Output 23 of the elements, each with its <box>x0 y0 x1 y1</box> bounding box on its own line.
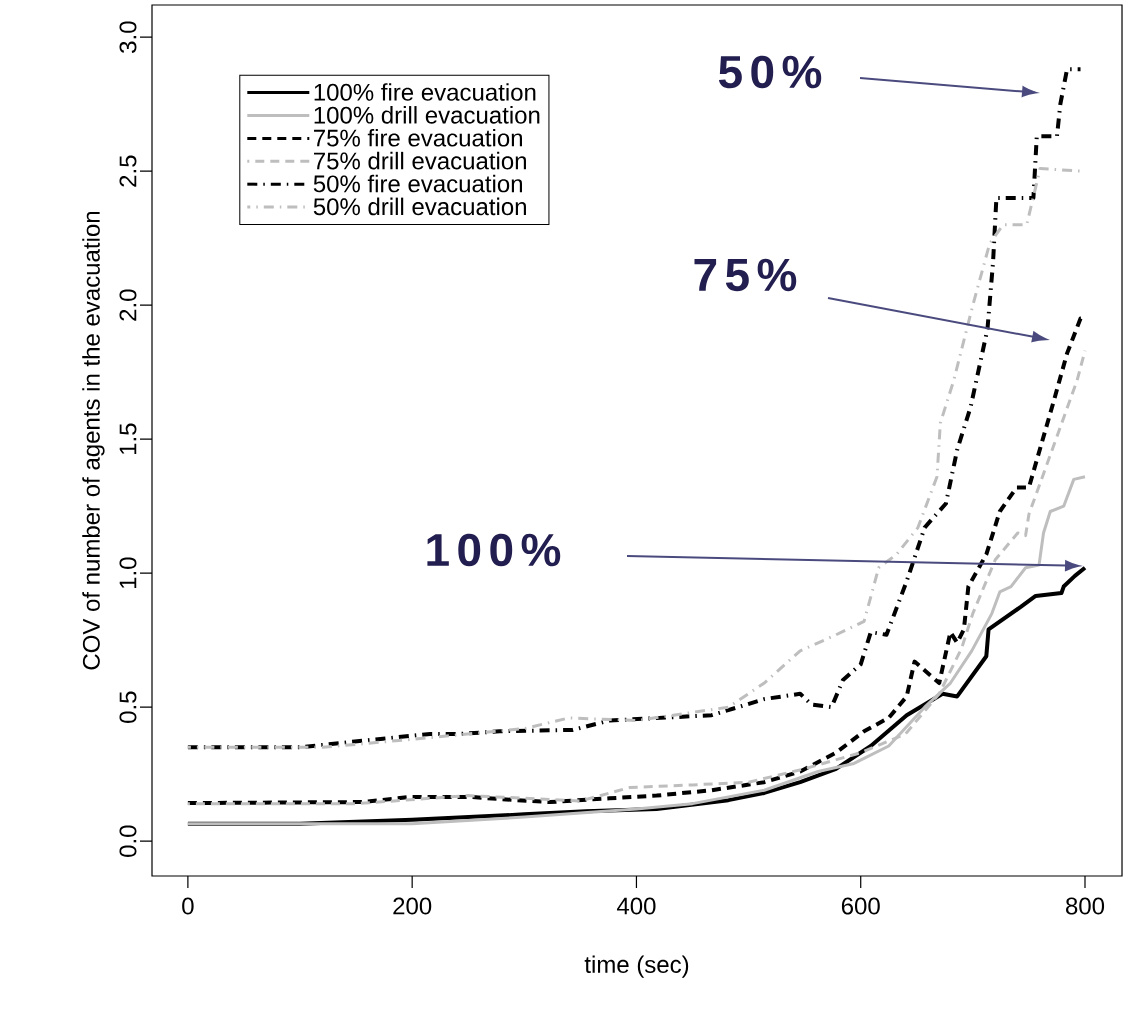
x-tick-label: 400 <box>616 897 656 915</box>
y-tick-label: 0.0 <box>119 825 137 857</box>
y-tick-label: 2.5 <box>119 155 137 187</box>
annotation: 50% <box>718 55 822 89</box>
annotation: 100% <box>427 533 561 567</box>
y-tick-label: 0.5 <box>119 691 137 723</box>
x-tick-label: 800 <box>1066 897 1105 915</box>
legend-label: 50% drill evacuation <box>313 197 526 216</box>
annotation: 75% <box>694 258 797 292</box>
legend-label: 100% fire evacuation <box>314 83 536 101</box>
y-tick-label: 2.0 <box>119 289 137 321</box>
y-tick-label: 1.5 <box>119 423 137 454</box>
x-axis-title: time (sec) <box>584 955 689 978</box>
x-tick-label: 200 <box>393 897 432 915</box>
legend-label: 75% drill evacuation <box>314 151 526 170</box>
x-tick-label: 0 <box>182 897 194 915</box>
x-tick-label: 600 <box>841 897 880 915</box>
legend-label: 100% drill evacuation <box>314 106 540 124</box>
y-tick-label: 1.0 <box>119 557 137 588</box>
legend-label: 75% fire evacuation <box>314 128 522 147</box>
y-axis-title: COV of number of agents in the evacuation <box>82 211 105 670</box>
legend-label: 50% fire evacuation <box>313 174 522 193</box>
y-tick-label: 3.0 <box>119 21 137 53</box>
